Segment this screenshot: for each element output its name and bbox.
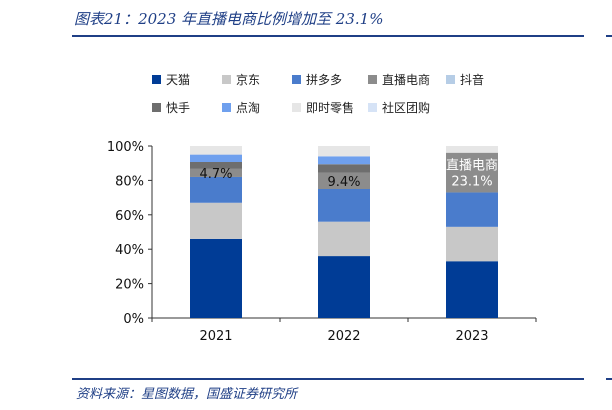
annotation-2021: 4.7% bbox=[199, 167, 232, 182]
legend-swatch-3 bbox=[368, 75, 377, 84]
bar-2021-series-0 bbox=[190, 238, 242, 318]
y-tick-label: 40% bbox=[115, 243, 144, 258]
bar-2022-series-1 bbox=[318, 221, 370, 257]
bar-2021-series-5 bbox=[190, 161, 242, 169]
bar-2022-series-6 bbox=[318, 156, 370, 165]
legend-swatch-5 bbox=[152, 103, 161, 112]
bar-2023-series-2 bbox=[446, 192, 498, 227]
legend-swatch-8 bbox=[368, 103, 377, 112]
bar-2022-series-3 bbox=[318, 172, 370, 189]
legend-label-0: 天猫 bbox=[166, 73, 190, 87]
legend-label-1: 京东 bbox=[236, 73, 260, 87]
bottom-edge-tick bbox=[606, 378, 612, 380]
top-rule bbox=[72, 35, 584, 37]
legend-label-6: 点淘 bbox=[236, 101, 260, 115]
legend-swatch-2 bbox=[292, 75, 301, 84]
bar-2021-series-2 bbox=[190, 176, 242, 203]
bar-2023-series-1 bbox=[446, 226, 498, 262]
bar-2022-series-0 bbox=[318, 256, 370, 318]
legend-label-7: 即时零售 bbox=[306, 100, 354, 115]
top-edge-tick bbox=[606, 35, 612, 37]
chart-title: 图表21：2023 年直播电商比例增加至 23.1% bbox=[74, 10, 384, 28]
annotation-line: 23.1% bbox=[451, 175, 492, 190]
annotation-2022: 9.4% bbox=[327, 175, 360, 190]
bar-2023-series-3 bbox=[446, 152, 498, 193]
y-tick-label: 80% bbox=[115, 174, 144, 189]
legend-label-3: 直播电商 bbox=[382, 72, 430, 87]
annotation-line: 4.7% bbox=[199, 167, 232, 182]
annotation-2023: 直播电商 23.1% bbox=[446, 159, 498, 190]
y-tick-label: 100% bbox=[107, 140, 144, 155]
bar-2021-series-6 bbox=[190, 154, 242, 162]
legend-swatch-1 bbox=[222, 75, 231, 84]
y-tick-label: 0% bbox=[123, 312, 144, 327]
legend-swatch-0 bbox=[152, 75, 161, 84]
bar-2023-series-0 bbox=[446, 261, 498, 318]
bar-2022-series-7 bbox=[318, 146, 370, 157]
source-note: 资料来源：星图数据，国盛证券研究所 bbox=[76, 387, 298, 402]
bottom-rule bbox=[72, 378, 584, 380]
legend-swatch-7 bbox=[292, 103, 301, 112]
legend-label-8: 社区团购 bbox=[382, 100, 430, 115]
legend-label-4: 抖音 bbox=[460, 72, 484, 87]
bar-2022-series-5 bbox=[318, 164, 370, 173]
legend-label-2: 拼多多 bbox=[306, 73, 342, 87]
x-tick-label-2022: 2022 bbox=[327, 329, 360, 344]
legend-swatch-6 bbox=[222, 103, 231, 112]
bar-2023-series-7 bbox=[446, 146, 498, 153]
annotation-line: 直播电商 bbox=[446, 159, 498, 174]
bar-2022-series-2 bbox=[318, 189, 370, 222]
y-tick-label: 20% bbox=[115, 278, 144, 293]
x-tick-label-2023: 2023 bbox=[455, 329, 488, 344]
annotation-line: 9.4% bbox=[327, 175, 360, 190]
legend-swatch-4 bbox=[446, 75, 455, 84]
legend-label-5: 快手 bbox=[166, 101, 190, 115]
y-tick-label: 60% bbox=[115, 209, 144, 224]
bar-2021-series-3 bbox=[190, 168, 242, 177]
bar-2021-series-1 bbox=[190, 202, 242, 239]
x-tick-label-2021: 2021 bbox=[199, 329, 232, 344]
bar-2021-series-7 bbox=[190, 146, 242, 155]
